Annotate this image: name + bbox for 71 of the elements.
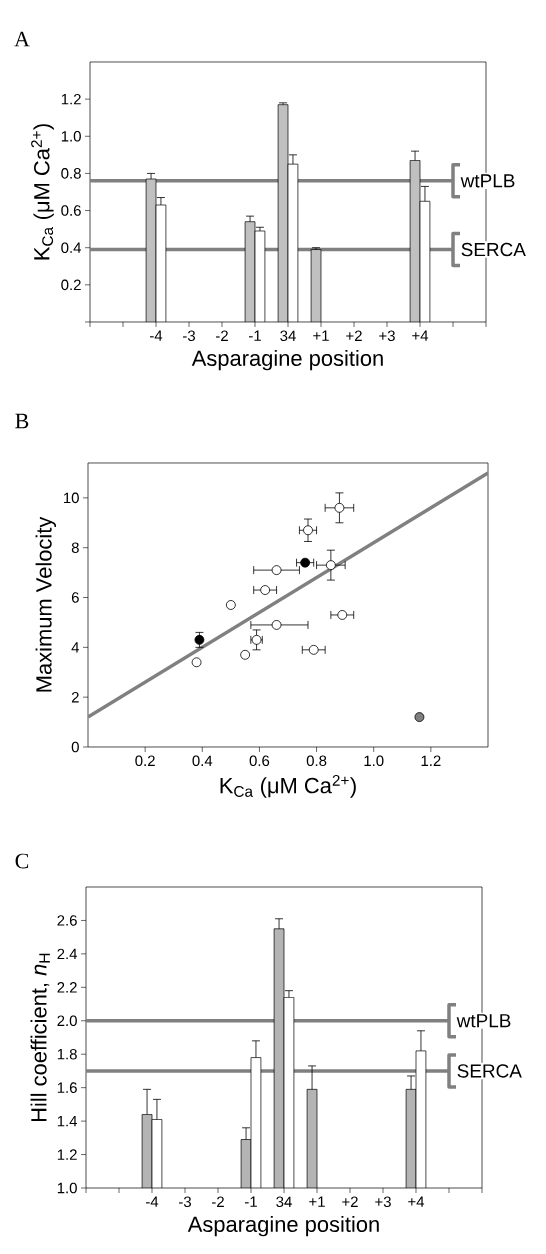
- x-tick-label: 0.6: [249, 755, 270, 767]
- x-tick-label: -2: [212, 1196, 224, 1207]
- y-tick-label: 10: [64, 492, 79, 504]
- x-tick-label: 0.2: [135, 755, 155, 767]
- y-tick-label: 1.4: [57, 1115, 78, 1127]
- x-tick-label: +1: [309, 1196, 325, 1207]
- y-tick-label: 1.6: [57, 1082, 77, 1093]
- ref-line-label: wtPLB: [460, 174, 515, 188]
- point: [325, 560, 336, 571]
- point: [414, 712, 425, 722]
- x-axis-title: Asparagine position: [191, 349, 383, 371]
- y-tick-label: 2.6: [57, 915, 77, 926]
- ref-line-label: SERCA: [461, 242, 526, 257]
- point: [337, 610, 348, 620]
- y-tick-label: 1.2: [61, 93, 81, 105]
- point: [271, 565, 282, 576]
- point: [191, 657, 202, 668]
- x-tick-label: 0.8: [306, 755, 327, 767]
- y-tick-label: 2: [71, 691, 79, 703]
- x-tick-label: +3: [375, 1196, 391, 1208]
- x-tick-label: +4: [412, 330, 429, 341]
- y-tick-label: 1.2: [57, 1149, 77, 1160]
- chart-title: A: [14, 31, 30, 47]
- ref-line-label: SERCA: [457, 1064, 522, 1078]
- x-tick-label: -3: [183, 330, 195, 342]
- x-tick-label: -4: [146, 1196, 159, 1207]
- point: [240, 649, 251, 660]
- y-tick-label: 2.4: [57, 948, 78, 960]
- y-tick-label: 0.8: [61, 168, 81, 179]
- y-tick-label: 0.6: [61, 205, 81, 216]
- point: [271, 620, 282, 630]
- x-tick-label: -3: [179, 1196, 191, 1208]
- x-axis-title: Asparagine position: [187, 1215, 379, 1237]
- point: [308, 644, 319, 655]
- y-tick-label: 0: [71, 741, 79, 753]
- point: [300, 557, 311, 568]
- y-tick-label: 0.4: [61, 242, 82, 253]
- x-tick-label: +1: [313, 330, 329, 341]
- point: [303, 525, 313, 536]
- point: [260, 585, 271, 595]
- y-axis-title: K$_{Ca}$ (μM Ca$^{2+}$): [31, 124, 54, 260]
- point: [334, 502, 345, 513]
- x-tick-label: +3: [379, 330, 395, 342]
- point: [225, 600, 236, 610]
- chart-title: B: [15, 413, 29, 429]
- y-tick-label: 0.2: [61, 279, 81, 291]
- x-tick-label: 0.4: [192, 755, 213, 767]
- y-tick-label: 1.8: [57, 1048, 77, 1060]
- y-tick-label: 4: [71, 642, 80, 653]
- x-tick-label: +2: [346, 330, 362, 341]
- x-tick-label: +4: [408, 1196, 425, 1207]
- x-tick-label: 34: [280, 330, 296, 342]
- x-tick-label: -1: [245, 1196, 257, 1207]
- x-tick-label: -1: [249, 330, 261, 341]
- chart-title: C: [15, 853, 29, 869]
- y-tick-label: 2.2: [57, 982, 77, 993]
- y-axis-title: Maximum Velocity: [35, 516, 57, 692]
- ref-line-label: wtPLB: [456, 1014, 511, 1028]
- y-axis-title: Hill coefficient, n$_{H}$: [30, 953, 50, 1122]
- y-tick-label: 1.0: [57, 1182, 77, 1194]
- y-tick-label: 8: [71, 542, 79, 553]
- y-tick-label: 2.0: [57, 1015, 77, 1027]
- x-tick-label: -2: [216, 330, 228, 341]
- x-axis-title: K$_{Ca}$ (μM Ca$^{2+}$): [220, 774, 356, 798]
- x-tick-label: -4: [150, 330, 163, 341]
- x-tick-label: 1.2: [421, 755, 441, 766]
- x-tick-label: 34: [276, 1196, 292, 1208]
- y-tick-label: 6: [71, 592, 79, 603]
- x-tick-label: 1.0: [364, 755, 384, 767]
- x-tick-label: +2: [342, 1196, 358, 1207]
- y-tick-label: 1.0: [61, 130, 81, 142]
